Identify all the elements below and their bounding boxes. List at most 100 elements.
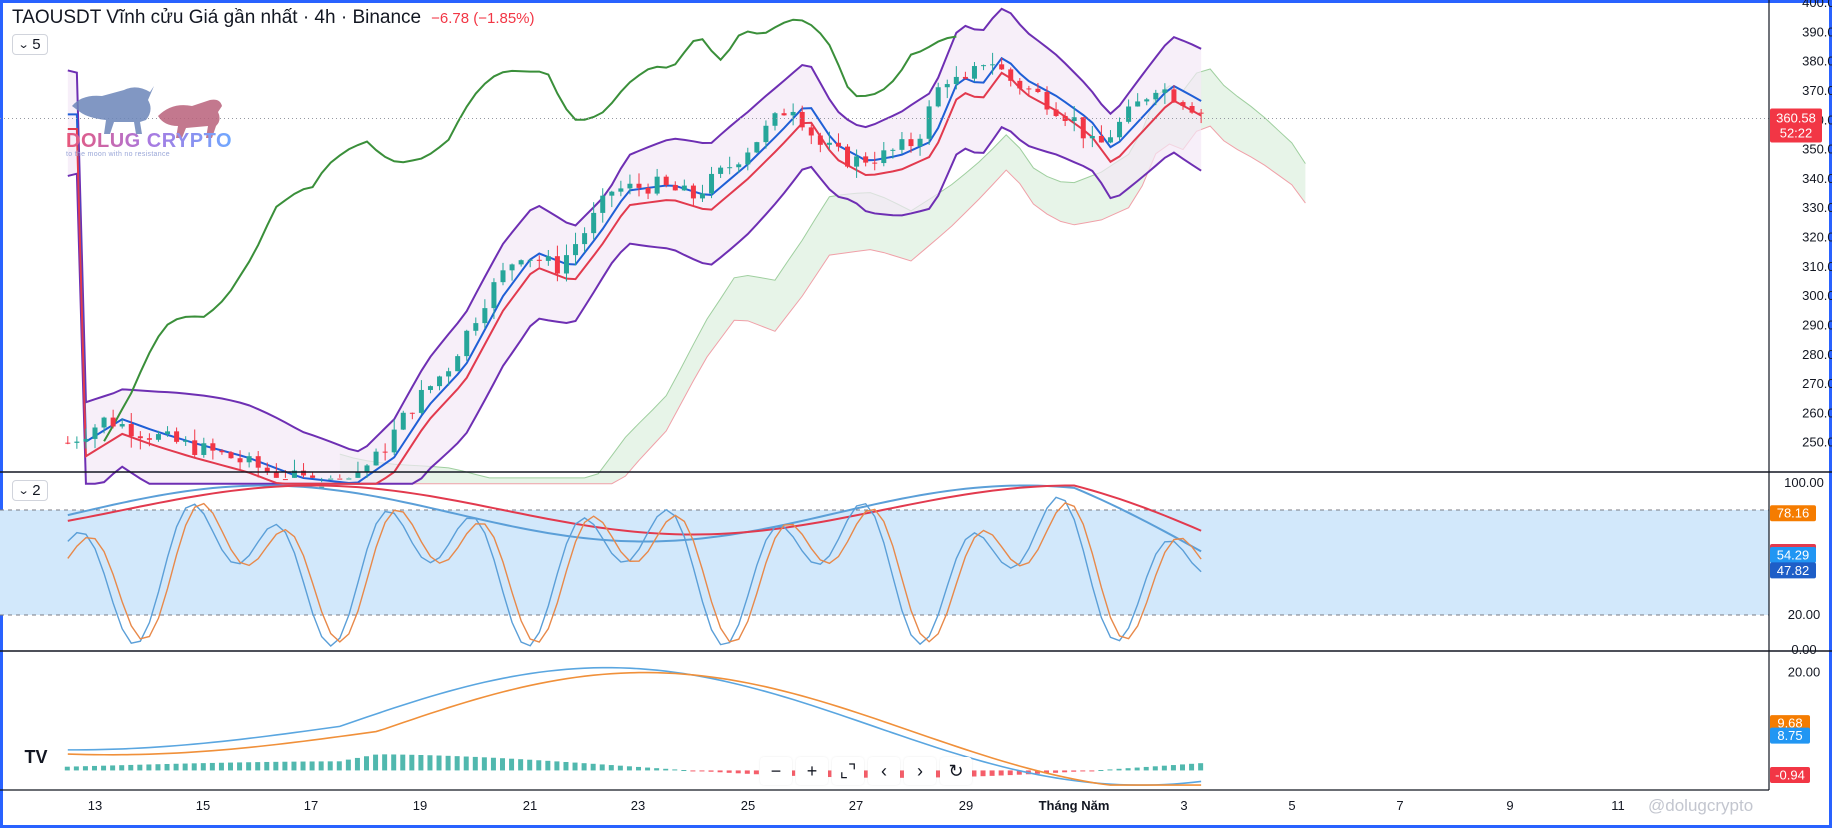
macd-histogram-bar	[218, 762, 224, 771]
macd-histogram-bar	[1198, 763, 1204, 771]
macd-histogram-bar	[1098, 770, 1104, 772]
candle-body	[736, 164, 742, 168]
indicator-count: 2	[32, 482, 41, 499]
macd-histogram-bar	[554, 761, 560, 771]
candle-body	[464, 330, 470, 357]
candle-body	[890, 149, 896, 151]
candle-body	[582, 233, 588, 245]
candle-body	[990, 64, 996, 66]
macd-histogram-bar	[654, 768, 660, 771]
macd-histogram-bar	[971, 770, 977, 777]
price-tick-label: 300.00	[1802, 288, 1832, 303]
macd-histogram-bar	[282, 761, 288, 771]
candle-body	[1044, 92, 1050, 110]
candle-body	[727, 167, 733, 169]
candle-body	[527, 259, 533, 261]
reset-scale-button[interactable]: ⌞⌝	[832, 757, 864, 785]
macd-histogram-bar	[1180, 764, 1185, 771]
candle-body	[355, 471, 361, 478]
zoom-in-button[interactable]: +	[796, 757, 828, 785]
scroll-right-button[interactable]: ›	[904, 757, 936, 785]
candle-body	[128, 424, 134, 437]
candle-body	[645, 187, 651, 194]
candle-body	[545, 256, 551, 261]
price-axis: 250.00260.00270.00280.00290.00300.00310.…	[0, 0, 1832, 791]
macd-histogram-bar	[563, 761, 569, 771]
macd-histogram-bar	[1116, 768, 1122, 771]
candle-body	[1162, 89, 1168, 93]
macd-histogram-bar	[581, 763, 587, 771]
candle-body	[255, 456, 261, 468]
macd-histogram-bar	[590, 763, 596, 771]
stoch-value-label: 47.82	[1777, 563, 1810, 578]
candle-body	[92, 427, 98, 439]
macd-histogram-bar	[1044, 770, 1049, 774]
macd-histogram-bar	[935, 770, 941, 778]
tradingview-logo[interactable]: TV	[18, 743, 54, 771]
macd-histogram-bar	[228, 762, 233, 771]
candle-body	[908, 139, 914, 147]
time-tick-label: 7	[1396, 798, 1403, 813]
candle-body	[328, 478, 334, 480]
brand-tagline: to the moon with no resistance	[66, 151, 170, 158]
price-tick-label: 380.00	[1802, 54, 1832, 69]
macd-histogram-bar	[400, 754, 406, 771]
macd-histogram-bar	[1071, 770, 1077, 772]
time-tick-label: 15	[196, 798, 210, 813]
stoch-value-badge	[1770, 546, 1816, 563]
main-pane	[0, 7, 1769, 488]
candle-body	[65, 442, 71, 444]
collapse-indicators-button[interactable]: ⌄ 5	[12, 34, 48, 55]
macd-histogram-bar	[509, 758, 515, 771]
macd-histogram-bar	[645, 767, 651, 771]
countdown-label: 52:22	[1780, 126, 1813, 141]
reset-chart-button[interactable]: ↻	[940, 757, 972, 785]
brand-logo	[72, 86, 222, 138]
macd-histogram-bar	[980, 770, 986, 777]
stoch-k-line	[67, 496, 1202, 647]
macd-histogram-bar	[436, 755, 442, 771]
price-tick-label: 280.00	[1802, 347, 1832, 362]
rsi-line	[67, 484, 1202, 553]
symbol-title[interactable]: TAOUSDT Vĩnh cửu Giá gần nhất · 4h · Bin…	[12, 7, 422, 28]
macd-histogram-bar	[626, 766, 632, 771]
candle-body	[1144, 99, 1150, 102]
candle-body	[1180, 102, 1186, 106]
price-tick-label: 310.00	[1802, 259, 1832, 274]
candle-body	[718, 167, 724, 174]
macd-histogram-bar	[155, 764, 161, 771]
candle-body	[618, 188, 624, 192]
macd-histogram-bar	[209, 762, 215, 771]
macd-histogram-bar	[1062, 770, 1068, 773]
macd-histogram-bar	[246, 762, 252, 771]
collapse-stoch-button[interactable]: ⌄ 2	[12, 480, 48, 501]
macd-histogram-bar	[726, 770, 732, 773]
candle-body	[364, 465, 370, 472]
macd-histogram-bar	[110, 765, 116, 771]
macd-histogram-bar	[73, 766, 79, 771]
macd-histogram-bar	[500, 758, 505, 771]
candle-body	[319, 486, 325, 488]
stoch-d-line	[67, 502, 1202, 643]
macd-histogram-bar	[146, 764, 152, 771]
candle-body	[817, 135, 823, 145]
time-tick-label: 25	[741, 798, 755, 813]
macd-histogram-bar	[472, 756, 478, 771]
macd-histogram-bar	[137, 764, 143, 771]
macd-histogram-bar	[1089, 770, 1095, 772]
scroll-left-button[interactable]: ‹	[868, 757, 900, 785]
macd-histogram-bar	[681, 770, 687, 772]
candle-body	[609, 191, 615, 196]
zoom-out-button[interactable]: −	[760, 757, 792, 785]
candle-body	[273, 471, 279, 478]
candle-body	[1071, 117, 1077, 121]
macd-histogram-bar	[291, 761, 297, 771]
candle-body	[391, 429, 397, 453]
candle-body	[536, 259, 542, 261]
macd-histogram-bar	[191, 763, 197, 771]
candle-body	[110, 417, 116, 427]
price-change: −6.78 (−1.85%)	[431, 10, 535, 27]
candle-body	[627, 183, 633, 189]
